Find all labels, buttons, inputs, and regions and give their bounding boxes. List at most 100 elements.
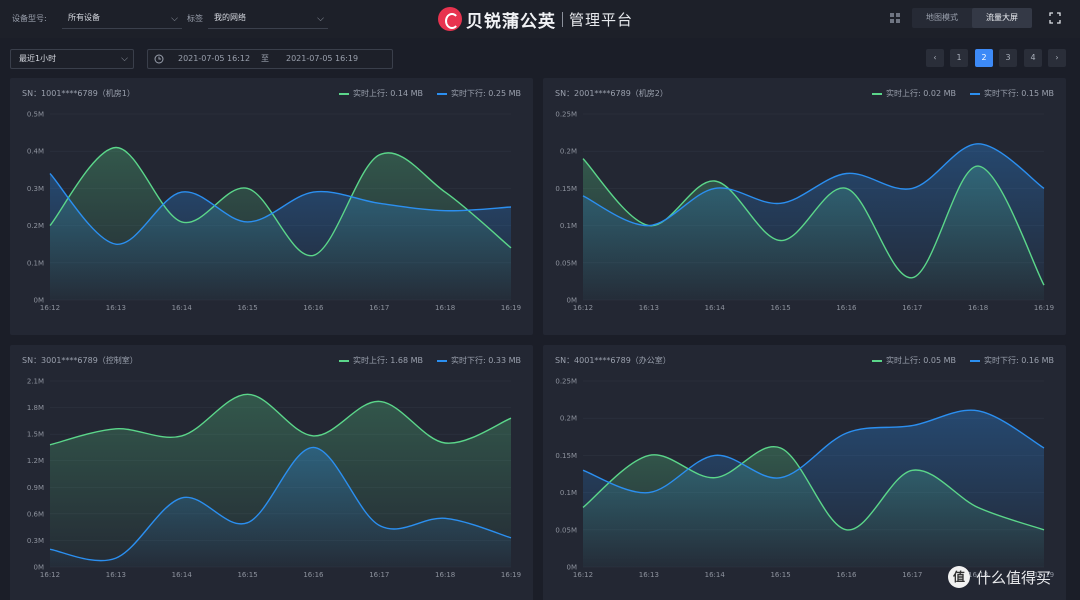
download-data-point[interactable] bbox=[378, 202, 381, 205]
start-datetime[interactable]: 2021-07-05 16:12 bbox=[178, 54, 251, 63]
download-data-point[interactable] bbox=[647, 224, 650, 227]
download-data-point[interactable] bbox=[581, 469, 584, 472]
download-series-line[interactable] bbox=[582, 409, 1045, 494]
download-data-point[interactable] bbox=[713, 454, 716, 457]
upload-data-point[interactable] bbox=[180, 220, 183, 223]
y-tick-label: 0.2M bbox=[560, 415, 577, 423]
pager-next-button[interactable]: › bbox=[1048, 49, 1066, 67]
download-data-point[interactable] bbox=[1042, 187, 1045, 190]
pager-prev-button[interactable]: ‹ bbox=[926, 49, 944, 67]
download-data-point[interactable] bbox=[312, 446, 315, 449]
upload-data-point[interactable] bbox=[977, 164, 980, 167]
download-data-point[interactable] bbox=[312, 191, 315, 194]
end-datetime[interactable]: 2021-07-05 16:19 bbox=[286, 54, 359, 63]
y-tick-label: 0.1M bbox=[560, 222, 577, 230]
download-data-point[interactable] bbox=[911, 187, 914, 190]
upload-data-point[interactable] bbox=[444, 191, 447, 194]
download-data-point[interactable] bbox=[845, 172, 848, 175]
upload-series-line[interactable] bbox=[49, 146, 512, 257]
upload-data-point[interactable] bbox=[1042, 284, 1045, 287]
upload-data-point[interactable] bbox=[1042, 528, 1045, 531]
download-data-point[interactable] bbox=[444, 517, 447, 520]
upload-data-point[interactable] bbox=[48, 224, 51, 227]
download-data-point[interactable] bbox=[977, 409, 980, 412]
download-data-point[interactable] bbox=[48, 172, 51, 175]
upload-data-point[interactable] bbox=[713, 179, 716, 182]
upload-data-point[interactable] bbox=[581, 506, 584, 509]
legend-upload[interactable]: 实时上行: 0.14 MB bbox=[339, 88, 423, 99]
upload-data-point[interactable] bbox=[713, 476, 716, 479]
download-data-point[interactable] bbox=[845, 431, 848, 434]
device-type-select[interactable]: 所有设备 ⌵ bbox=[62, 9, 182, 29]
legend-download[interactable]: 实时下行: 0.16 MB bbox=[970, 355, 1054, 366]
download-data-point[interactable] bbox=[911, 424, 914, 427]
legend-upload[interactable]: 实时上行: 0.05 MB bbox=[872, 355, 956, 366]
pager-page-2[interactable]: 2 bbox=[975, 49, 993, 67]
upload-data-point[interactable] bbox=[845, 528, 848, 531]
download-series-line[interactable] bbox=[582, 143, 1045, 227]
tag-select[interactable]: 我的网络 ⌵ bbox=[208, 9, 328, 29]
upload-data-point[interactable] bbox=[911, 469, 914, 472]
pager-page-1[interactable]: 1 bbox=[950, 49, 968, 67]
time-range-select[interactable]: 最近1小时 ⌵ bbox=[10, 49, 134, 69]
download-data-point[interactable] bbox=[509, 536, 512, 539]
upload-data-point[interactable] bbox=[509, 246, 512, 249]
legend-download[interactable]: 实时下行: 0.15 MB bbox=[970, 88, 1054, 99]
legend-download[interactable]: 实时下行: 0.25 MB bbox=[437, 88, 521, 99]
upload-data-point[interactable] bbox=[378, 400, 381, 403]
download-data-point[interactable] bbox=[180, 496, 183, 499]
upload-data-point[interactable] bbox=[312, 434, 315, 437]
download-data-point[interactable] bbox=[647, 491, 650, 494]
grid-view-icon[interactable] bbox=[889, 12, 901, 24]
upload-data-point[interactable] bbox=[779, 446, 782, 449]
upload-data-point[interactable] bbox=[509, 417, 512, 420]
y-tick-label: 0.2M bbox=[27, 222, 44, 230]
fullscreen-icon[interactable] bbox=[1049, 12, 1061, 24]
download-series-line[interactable] bbox=[49, 173, 512, 245]
download-data-point[interactable] bbox=[1042, 446, 1045, 449]
upload-data-point[interactable] bbox=[114, 146, 117, 149]
upload-data-point[interactable] bbox=[48, 443, 51, 446]
brand-logo: 贝锐蒲公英 管理平台 bbox=[438, 6, 633, 32]
download-series-line[interactable] bbox=[49, 446, 512, 562]
download-data-point[interactable] bbox=[581, 194, 584, 197]
time-range-value: 最近1小时 bbox=[19, 54, 57, 63]
upload-series-line[interactable] bbox=[582, 445, 1045, 531]
upload-data-point[interactable] bbox=[246, 393, 249, 396]
download-data-point[interactable] bbox=[180, 191, 183, 194]
download-data-point[interactable] bbox=[114, 243, 117, 246]
download-data-point[interactable] bbox=[114, 557, 117, 560]
upload-data-point[interactable] bbox=[114, 427, 117, 430]
x-tick-label: 16:15 bbox=[237, 304, 257, 312]
upload-data-point[interactable] bbox=[180, 434, 183, 437]
upload-data-point[interactable] bbox=[378, 153, 381, 156]
download-data-point[interactable] bbox=[444, 209, 447, 212]
legend-download[interactable]: 实时下行: 0.33 MB bbox=[437, 355, 521, 366]
download-data-point[interactable] bbox=[509, 205, 512, 208]
download-data-point[interactable] bbox=[378, 524, 381, 527]
download-data-point[interactable] bbox=[48, 548, 51, 551]
download-data-point[interactable] bbox=[713, 187, 716, 190]
pager-page-3[interactable]: 3 bbox=[999, 49, 1017, 67]
upload-data-point[interactable] bbox=[246, 187, 249, 190]
upload-series-line[interactable] bbox=[49, 393, 512, 446]
date-range-picker[interactable]: 2021-07-05 16:12 至 2021-07-05 16:19 bbox=[147, 49, 393, 69]
download-data-point[interactable] bbox=[246, 521, 249, 524]
flow-screen-button[interactable]: 流量大屏 bbox=[972, 8, 1032, 28]
upload-data-point[interactable] bbox=[977, 506, 980, 509]
upload-data-point[interactable] bbox=[647, 454, 650, 457]
pager-page-4[interactable]: 4 bbox=[1024, 49, 1042, 67]
legend-upload[interactable]: 实时上行: 0.02 MB bbox=[872, 88, 956, 99]
upload-data-point[interactable] bbox=[444, 441, 447, 444]
upload-data-point[interactable] bbox=[312, 254, 315, 257]
upload-data-point[interactable] bbox=[581, 157, 584, 160]
download-data-point[interactable] bbox=[246, 220, 249, 223]
download-data-point[interactable] bbox=[977, 142, 980, 145]
download-data-point[interactable] bbox=[779, 202, 782, 205]
download-data-point[interactable] bbox=[779, 476, 782, 479]
upload-data-point[interactable] bbox=[845, 187, 848, 190]
map-mode-button[interactable]: 地图模式 bbox=[926, 13, 958, 22]
upload-data-point[interactable] bbox=[779, 239, 782, 242]
upload-data-point[interactable] bbox=[911, 276, 914, 279]
legend-upload[interactable]: 实时上行: 1.68 MB bbox=[339, 355, 423, 366]
